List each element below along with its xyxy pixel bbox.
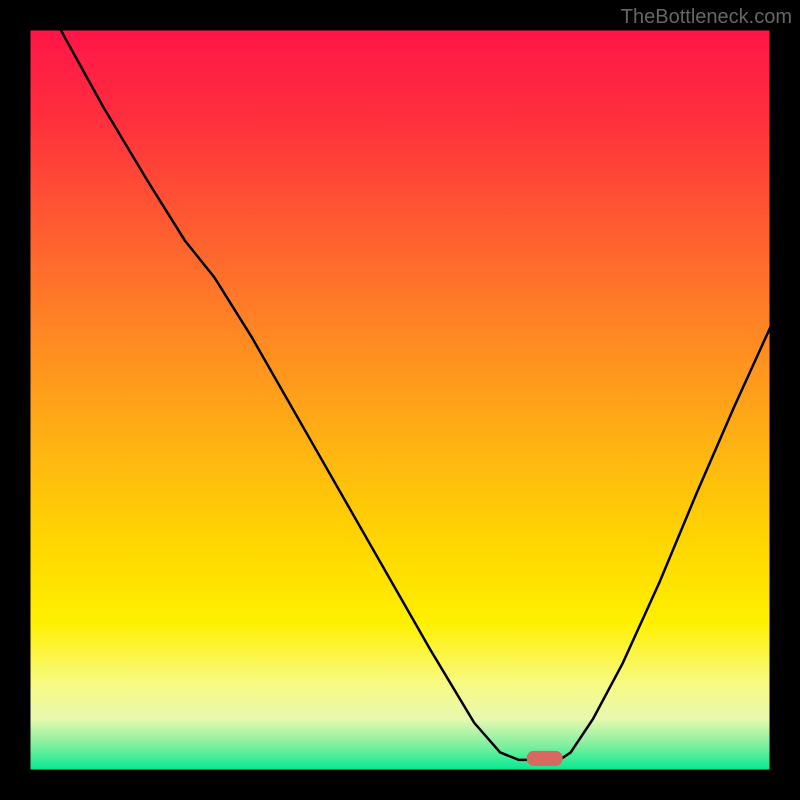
plot-background: [29, 29, 771, 771]
chart-svg: [0, 0, 800, 800]
watermark-text: TheBottleneck.com: [621, 6, 792, 29]
bottleneck-chart: TheBottleneck.com: [0, 0, 800, 800]
optimal-marker: [527, 751, 563, 766]
